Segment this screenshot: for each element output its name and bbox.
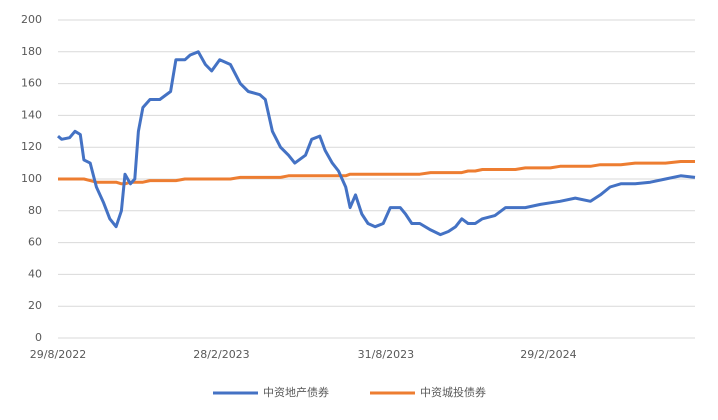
y-tick-label: 180 bbox=[21, 45, 42, 58]
series-line bbox=[58, 160, 695, 186]
y-tick-label: 120 bbox=[21, 140, 42, 153]
legend-label: 中资地产债券 bbox=[263, 385, 329, 399]
x-tick-label: 29/2/2024 bbox=[520, 348, 576, 361]
y-tick-label: 200 bbox=[21, 13, 42, 26]
x-tick-label: 31/8/2023 bbox=[358, 348, 414, 361]
y-tick-label: 80 bbox=[28, 204, 42, 217]
y-tick-label: 140 bbox=[21, 108, 42, 121]
y-tick-label: 20 bbox=[28, 299, 42, 312]
y-tick-label: 40 bbox=[28, 267, 42, 280]
y-tick-label: 160 bbox=[21, 77, 42, 90]
y-tick-label: 60 bbox=[28, 236, 42, 249]
series-line bbox=[57, 50, 696, 237]
y-tick-label: 100 bbox=[21, 172, 42, 185]
x-tick-label: 28/2/2023 bbox=[193, 348, 249, 361]
y-tick-label: 0 bbox=[35, 331, 42, 344]
x-tick-label: 29/8/2022 bbox=[30, 348, 86, 361]
legend-label: 中资城投债券 bbox=[420, 385, 486, 399]
